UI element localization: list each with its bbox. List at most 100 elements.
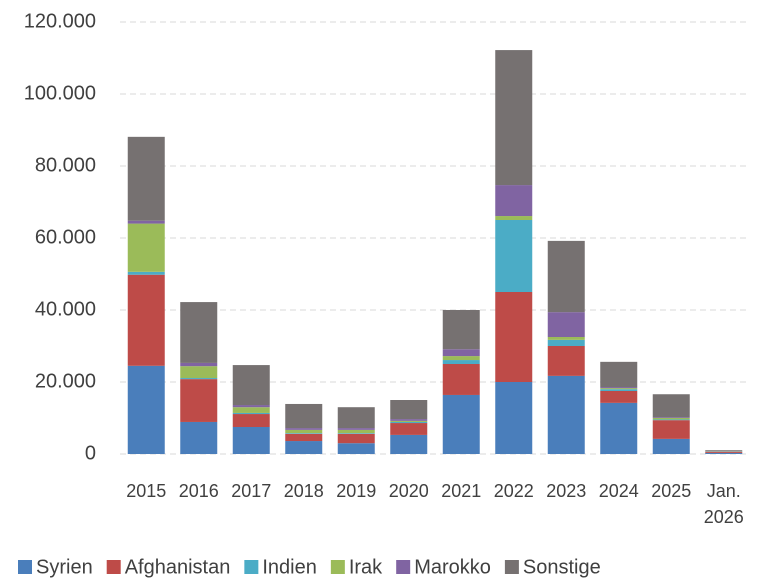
bar-segment (390, 400, 428, 420)
bar-segment (232, 407, 270, 413)
y-tick-label: 80.000 (35, 154, 96, 176)
legend-swatch (18, 560, 32, 574)
bar-segment (600, 387, 638, 389)
x-tick-label: 2018 (283, 481, 324, 501)
y-tick-label: 40.000 (35, 298, 96, 320)
bar-segment (390, 420, 428, 422)
legend-label: Marokko (414, 556, 491, 578)
bar-segment (600, 388, 638, 390)
bar-segment (652, 419, 690, 421)
bar-segment (337, 433, 375, 444)
bar-segment (337, 429, 375, 434)
x-tick-label: 2017 (231, 481, 272, 501)
bar-segment (180, 366, 218, 379)
y-tick-label: 60.000 (35, 226, 96, 248)
bar-segment (547, 339, 585, 346)
bar-segment (180, 379, 218, 422)
legend-swatch (106, 560, 121, 574)
bar-segment (127, 271, 165, 275)
bar-segment (180, 362, 218, 367)
bar-segment (390, 423, 428, 435)
bar-segment (600, 361, 638, 388)
bar-segment (337, 433, 375, 434)
bar-segment (127, 223, 165, 272)
bar-segment (390, 421, 428, 424)
bar-segment (127, 220, 165, 224)
bar-segment (390, 434, 428, 454)
bar-segment (442, 360, 480, 364)
bar-segment (285, 428, 323, 430)
y-tick-label: 0 (85, 442, 96, 464)
x-tick-label: Jan. 2026 (703, 481, 744, 527)
bar-segment (442, 364, 480, 395)
bar-segment (232, 412, 270, 415)
legend-label: Sonstige (523, 556, 601, 578)
bar-segment (127, 274, 165, 366)
bar-segment (495, 382, 533, 454)
bar-segment (547, 240, 585, 313)
bar-segment (600, 391, 638, 403)
x-tick-label: 2024 (598, 481, 639, 501)
bar-segment (495, 185, 533, 217)
bar-segment (232, 405, 270, 408)
legend-swatch (396, 560, 411, 574)
legend-swatch (330, 560, 345, 574)
bar-segment (652, 418, 690, 420)
bar-segment (442, 394, 480, 454)
bar-segment (337, 443, 375, 454)
bar-segment (600, 389, 638, 391)
bar-segment (285, 403, 323, 429)
x-tick-label: 2025 (651, 481, 692, 501)
legend-swatch (244, 560, 259, 574)
x-tick-label: 2019 (336, 481, 377, 501)
bar-segment (547, 346, 585, 376)
bar-segment (285, 429, 323, 434)
bar-segment (442, 349, 480, 357)
legend-label: Indien (262, 556, 317, 578)
y-tick-label: 120.000 (24, 10, 96, 32)
bar-segment (127, 365, 165, 454)
bar-segment (127, 136, 165, 221)
bar-segment (547, 375, 585, 454)
bar-segment (337, 407, 375, 429)
bar-segment (600, 402, 638, 454)
bar-segment (547, 312, 585, 337)
bar-segment (705, 452, 743, 454)
y-tick-label: 20.000 (35, 370, 96, 392)
bar-segment (705, 451, 743, 453)
bar-segment (652, 394, 690, 418)
x-tick-label: 2020 (388, 481, 429, 501)
bar-segment (547, 337, 585, 340)
bar-segment (442, 356, 480, 361)
x-tick-label: 2021 (441, 481, 482, 501)
bar-segment (652, 438, 690, 454)
legend-label: Irak (349, 556, 383, 578)
legend-swatch (504, 560, 519, 574)
bar-segment (652, 420, 690, 439)
bar-segment (442, 310, 480, 350)
bar-segment (232, 365, 270, 406)
x-tick-label: 2022 (493, 481, 534, 501)
bar-segment (180, 378, 218, 380)
bar-segment (495, 220, 533, 292)
bar-segment (337, 428, 375, 430)
y-tick-label: 100.000 (24, 82, 96, 104)
x-tick-label: 2023 (546, 481, 587, 501)
bar-segment (285, 433, 323, 442)
x-tick-label: 2016 (178, 481, 219, 501)
bar-segment (495, 216, 533, 220)
bar-segment (652, 417, 690, 418)
bar-segment (495, 50, 533, 186)
x-tick-label: 2015 (126, 481, 167, 501)
legend-label: Afghanistan (125, 556, 231, 578)
bar-segment (232, 427, 270, 454)
legend-label: Syrien (36, 556, 93, 578)
bar-segment (232, 414, 270, 427)
bar-segment (495, 292, 533, 382)
bar-segment (285, 433, 323, 434)
bar-segment (180, 302, 218, 363)
bar-segment (705, 450, 743, 452)
bar-segment (180, 421, 218, 454)
